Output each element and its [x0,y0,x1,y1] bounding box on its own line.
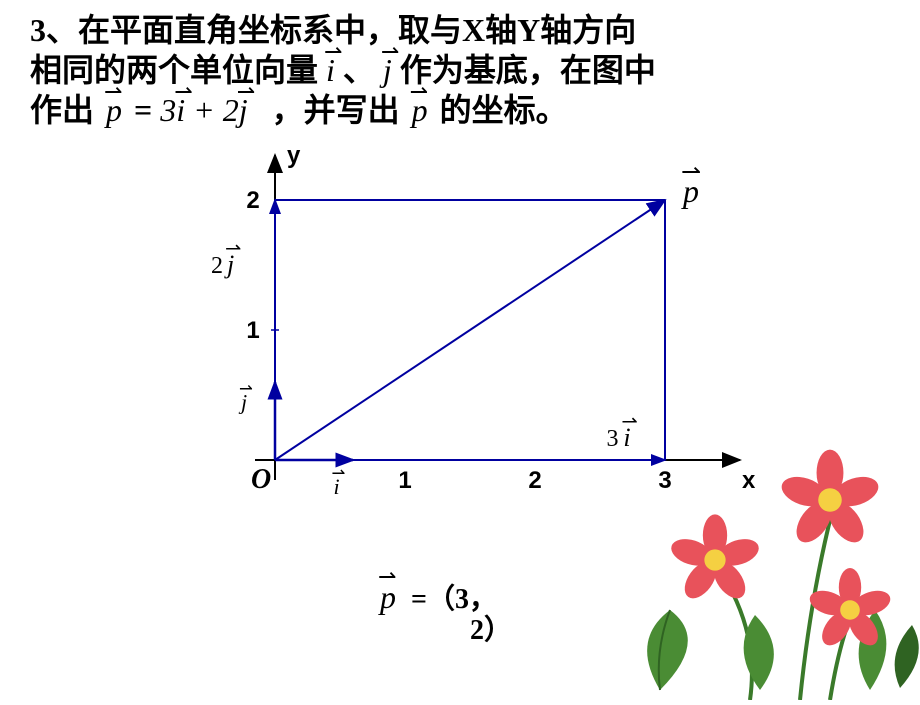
Y-label: Y [517,12,540,48]
X-label: X [462,12,485,48]
svg-text:p: p [681,173,699,209]
problem-text: 3、在平面直角坐标系中，取与X轴Y轴方向 相同的两个单位向量 ⇀i 、 ⇀j 作… [30,10,900,130]
line1b: 轴 [485,12,517,48]
svg-text:1: 1 [246,317,259,344]
svg-text:1: 1 [398,467,411,494]
dot: 、 [343,52,375,88]
svg-text:2: 2 [211,253,223,279]
vec-i: ⇀i [326,52,335,88]
answer-vec-p: ⇀p [380,579,396,615]
line3c: 的坐标。 [440,92,568,128]
eq-3i: 3⇀i + 2⇀j [160,92,247,128]
svg-text:2: 2 [246,187,259,214]
vec-j: ⇀j [383,52,392,88]
vec-p: ⇀p [106,92,122,128]
svg-text:O: O [251,464,271,495]
answer-text: ⇀p =（3， 2） [380,580,512,647]
svg-text:2: 2 [528,467,541,494]
flower-svg [600,440,920,700]
flower-decoration [600,440,920,700]
answer-eq: =（3， [411,584,497,615]
vec-p2: ⇀p [412,92,428,128]
line2b: 作为基底，在图中 [400,52,656,88]
line3a: 作出 [30,92,94,128]
svg-text:y: y [287,142,301,169]
svg-text:i: i [334,474,340,499]
answer-line2: 2） [470,615,512,646]
line3b: ，并写出 [272,92,400,128]
line1c: 轴方向 [540,12,636,48]
